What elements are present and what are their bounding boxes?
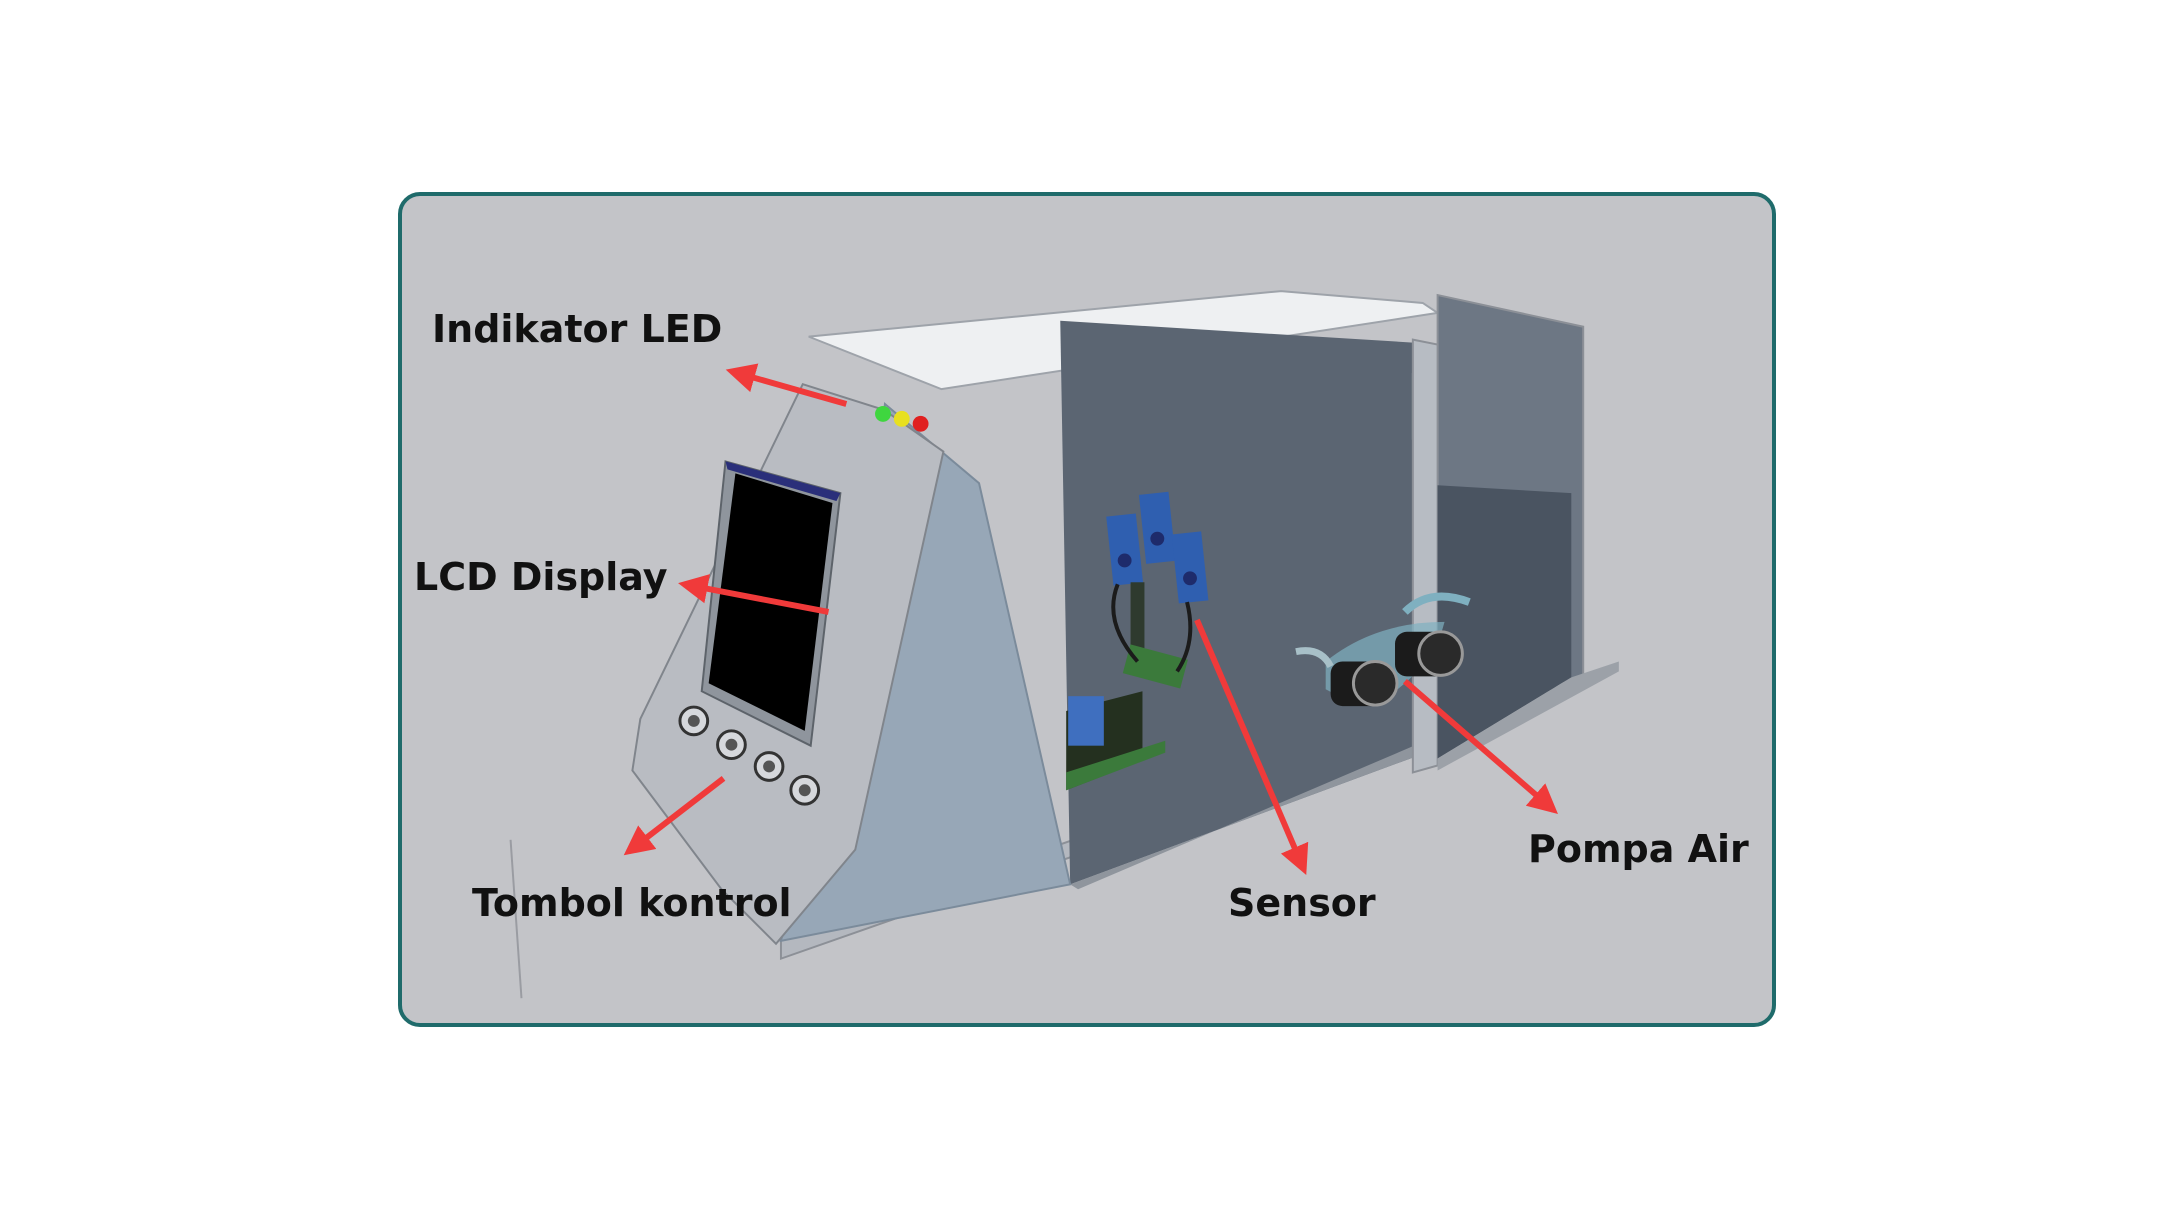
label-sensor: Sensor [1228, 881, 1376, 925]
stray-line [509, 839, 523, 999]
arrow-sensor [1194, 618, 1309, 875]
led-yellow [893, 410, 910, 427]
label-pump: Pompa Air [1528, 827, 1749, 871]
arrow-led [725, 363, 848, 407]
control-buttons [678, 705, 821, 806]
control-button-icon [678, 705, 710, 737]
device-illustration [509, 290, 1619, 999]
led-red [912, 415, 929, 432]
led-green [875, 405, 891, 422]
figure-frame: Indikator LED LCD Display Tombol kontrol… [398, 192, 1776, 1027]
left-chamber-wall [1060, 320, 1413, 885]
control-button-icon [716, 729, 747, 761]
pump-chamber [1437, 485, 1572, 759]
water-pumps [1295, 592, 1471, 707]
label-lcd-display: LCD Display [414, 555, 668, 599]
arrow-pump [1402, 679, 1558, 814]
arrow-lcd [678, 574, 830, 615]
relay-board [1066, 691, 1166, 791]
arrow-buttons [623, 776, 726, 856]
left-chamber-floor [1070, 673, 1556, 890]
pump-chamber-floor [1437, 661, 1619, 771]
control-button-icon [753, 751, 785, 782]
label-control-buttons: Tombol kontrol [472, 881, 792, 925]
sensor-modules [1106, 491, 1209, 689]
led-indicator-icon [875, 405, 929, 432]
control-button-icon [789, 774, 821, 806]
label-led-indicator: Indikator LED [432, 307, 723, 351]
